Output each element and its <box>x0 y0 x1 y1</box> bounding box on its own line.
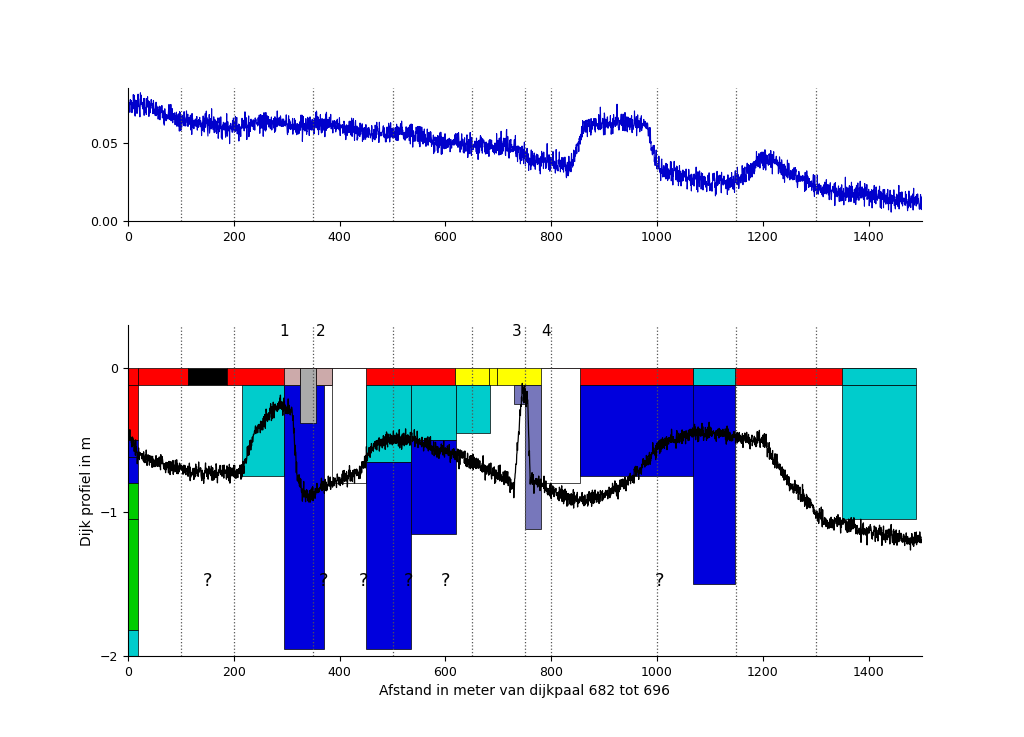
Bar <box>842 385 916 520</box>
Text: 4: 4 <box>541 324 551 340</box>
Bar <box>693 385 735 584</box>
Bar <box>284 368 300 385</box>
Y-axis label: Dijk profiel in m: Dijk profiel in m <box>80 436 94 545</box>
Text: ?: ? <box>403 572 413 590</box>
Bar <box>284 385 324 649</box>
Bar <box>367 385 411 461</box>
Bar <box>128 368 137 385</box>
Bar <box>489 368 498 385</box>
Bar <box>128 483 137 520</box>
Bar <box>581 385 696 476</box>
Text: ?: ? <box>203 572 212 590</box>
Bar <box>411 440 456 534</box>
Bar <box>455 368 489 385</box>
Bar <box>128 385 137 440</box>
Bar <box>456 385 490 433</box>
Bar <box>693 368 735 385</box>
Bar <box>300 368 315 423</box>
Text: 3: 3 <box>512 324 522 340</box>
Text: ?: ? <box>358 572 369 590</box>
Bar <box>187 368 227 385</box>
Bar <box>693 368 915 385</box>
Bar <box>332 368 367 483</box>
Bar <box>128 440 137 458</box>
Bar <box>137 368 187 385</box>
Text: ?: ? <box>655 572 665 590</box>
Bar <box>514 385 524 404</box>
Bar <box>128 458 137 483</box>
Bar <box>128 630 137 656</box>
Bar <box>227 368 455 385</box>
Bar <box>128 520 137 630</box>
Bar <box>550 368 693 385</box>
Bar <box>498 368 550 385</box>
Text: ?: ? <box>319 572 329 590</box>
Bar <box>524 385 541 529</box>
Bar <box>842 368 916 385</box>
Bar <box>541 368 581 483</box>
Bar <box>411 385 456 440</box>
Text: ?: ? <box>440 572 451 590</box>
Bar <box>315 368 332 385</box>
Bar <box>367 461 411 649</box>
Text: 1: 1 <box>280 324 289 340</box>
Bar <box>242 385 284 476</box>
Text: 2: 2 <box>316 324 326 340</box>
X-axis label: Afstand in meter van dijkpaal 682 tot 696: Afstand in meter van dijkpaal 682 tot 69… <box>379 684 671 698</box>
